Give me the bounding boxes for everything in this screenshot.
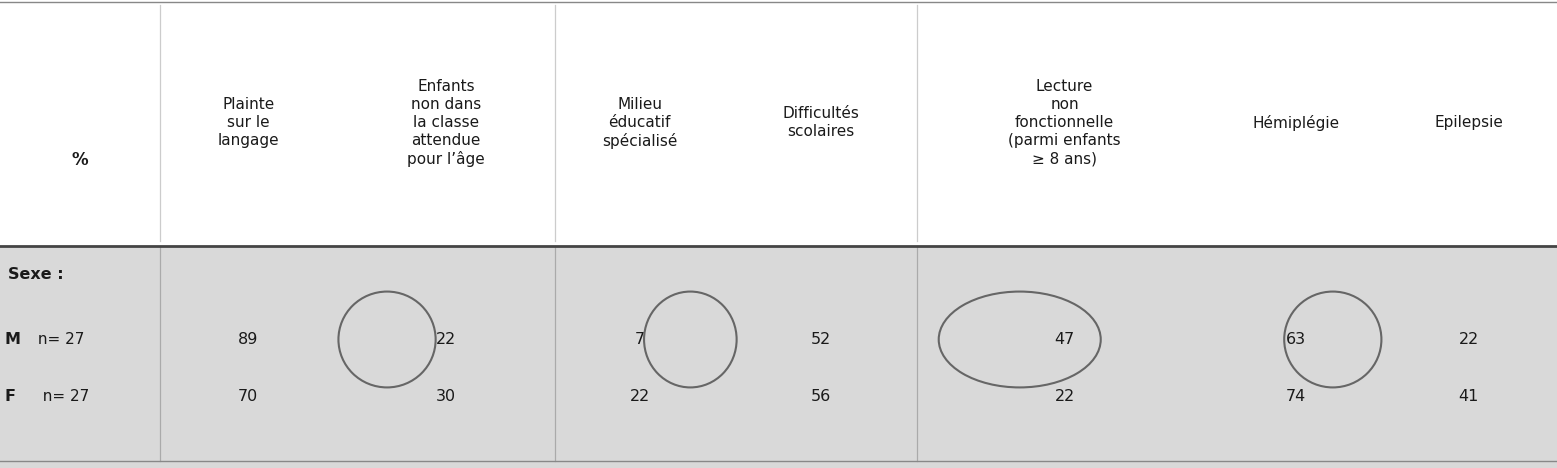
- Text: Lecture
non
fonctionnelle
(parmi enfants
≥ 8 ans): Lecture non fonctionnelle (parmi enfants…: [1009, 80, 1121, 166]
- Text: Epilepsie: Epilepsie: [1434, 115, 1503, 131]
- Text: 22: 22: [436, 331, 456, 347]
- Text: Milieu
éducatif
spécialisé: Milieu éducatif spécialisé: [603, 97, 677, 149]
- Text: Hémiplégie: Hémiplégie: [1252, 115, 1339, 131]
- Text: 22: 22: [1054, 389, 1074, 404]
- Text: 89: 89: [238, 331, 258, 347]
- Text: 70: 70: [238, 389, 258, 404]
- Bar: [0, 0, 1557, 246]
- Text: 22: 22: [629, 389, 649, 404]
- Text: %: %: [72, 151, 89, 168]
- Text: 74: 74: [1286, 389, 1306, 404]
- Text: Sexe :: Sexe :: [8, 267, 64, 282]
- Text: Difficultés
scolaires: Difficultés scolaires: [782, 106, 859, 139]
- Text: M: M: [5, 331, 20, 347]
- Text: 41: 41: [1459, 389, 1479, 404]
- Text: 22: 22: [1459, 331, 1479, 347]
- Text: Enfants
non dans
la classe
attendue
pour l’âge: Enfants non dans la classe attendue pour…: [408, 79, 484, 167]
- Text: n= 27: n= 27: [33, 331, 84, 347]
- Text: n= 27: n= 27: [33, 389, 90, 404]
- Text: F: F: [5, 389, 16, 404]
- Text: 63: 63: [1286, 331, 1306, 347]
- Text: 47: 47: [1054, 331, 1074, 347]
- Bar: [0, 246, 1557, 468]
- Text: 52: 52: [811, 331, 831, 347]
- Text: Plainte
sur le
langage: Plainte sur le langage: [218, 97, 279, 148]
- Text: 30: 30: [436, 389, 456, 404]
- Text: 56: 56: [811, 389, 831, 404]
- Text: 7: 7: [635, 331, 645, 347]
